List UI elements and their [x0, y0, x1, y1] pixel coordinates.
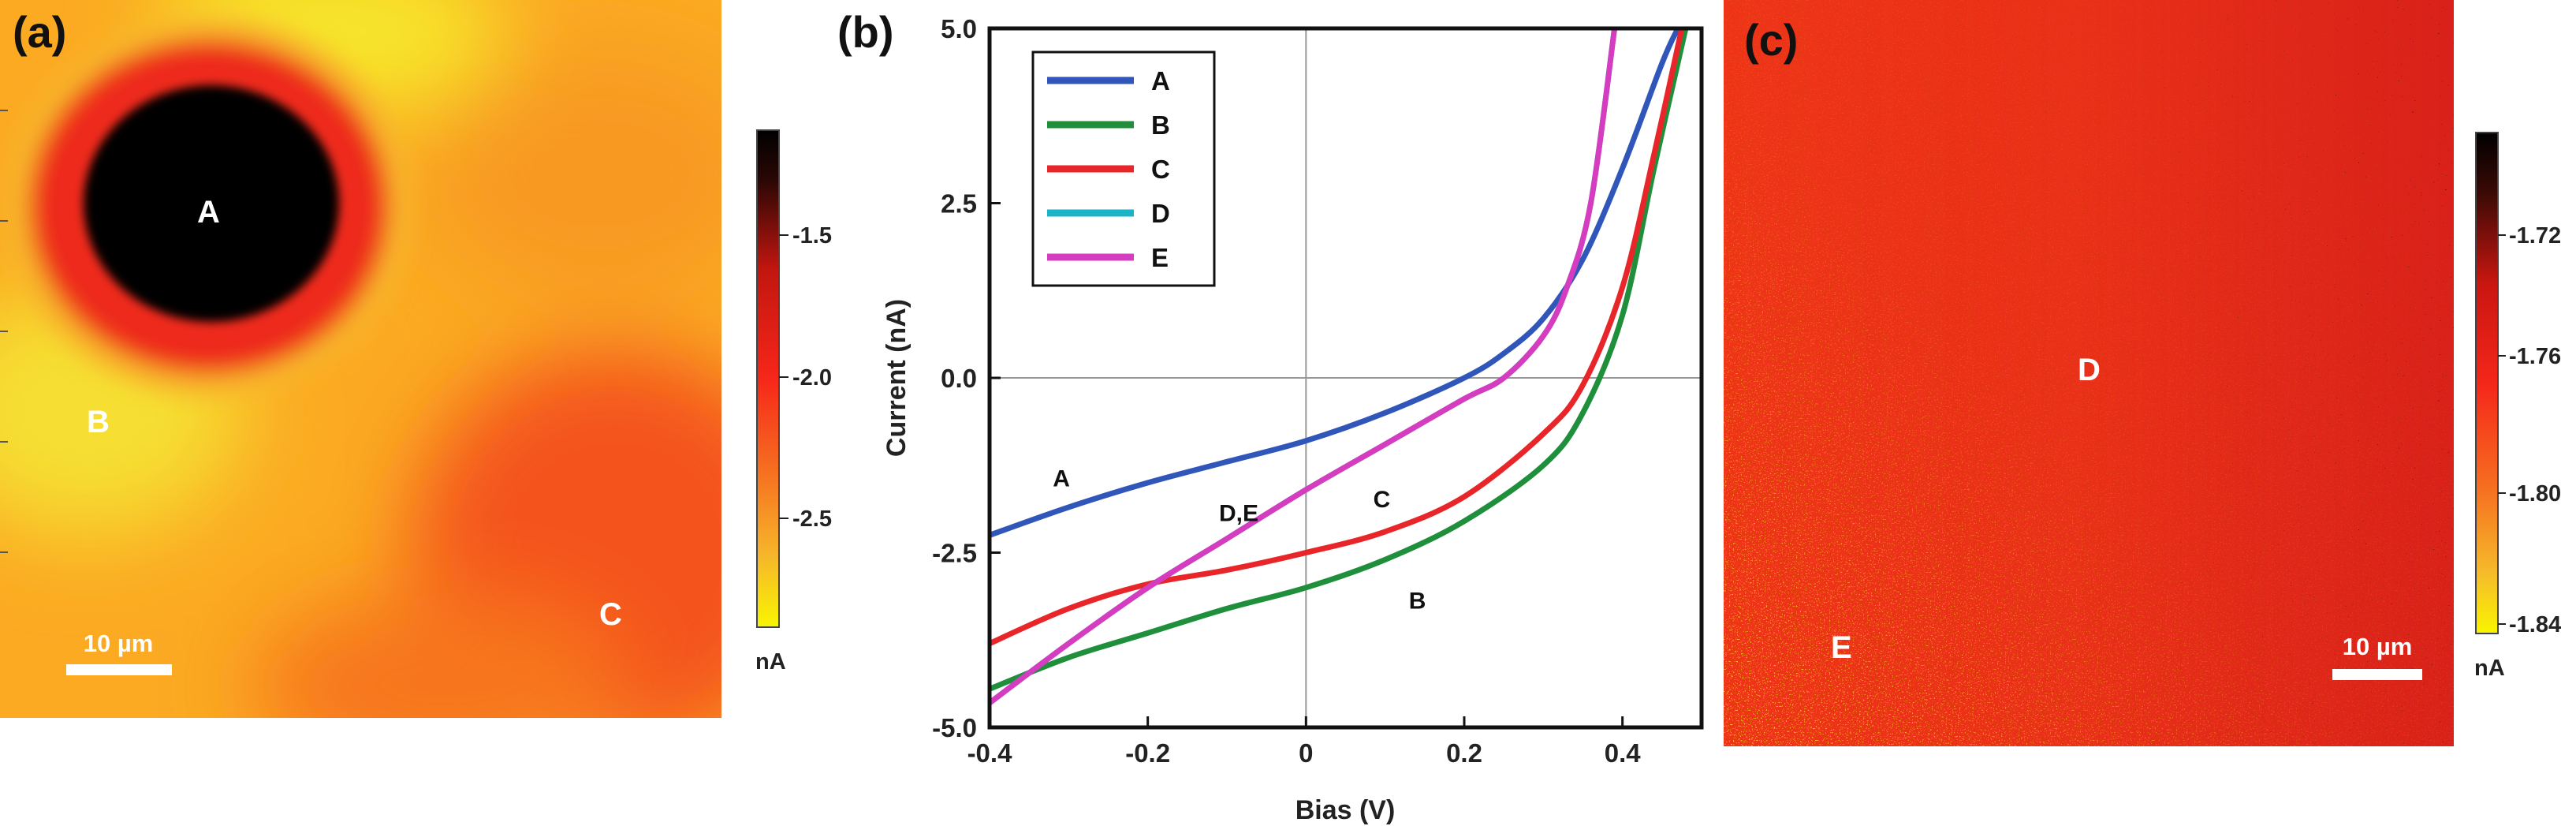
- x-tick-label: 0.2: [1446, 738, 1482, 768]
- y-tick-label: 5.0: [941, 14, 977, 43]
- panel-b-x-axis-title: Bias (V): [1295, 795, 1396, 825]
- panel-a-colorbar: -1.5 -2.0 -2.5 nA: [755, 129, 832, 675]
- panel-a-colorbar-unit: nA: [755, 649, 786, 675]
- panel-a-colorbar-tick: -1.5: [792, 223, 832, 249]
- point-d-label: D: [2078, 353, 2101, 387]
- legend-label-e: E: [1151, 243, 1169, 272]
- panel-c-colorbar-tick: -1.80: [2509, 481, 2561, 506]
- panel-a-colorbar-tick: -2.5: [792, 506, 832, 532]
- panel-c-colorbar-unit: nA: [2474, 656, 2505, 681]
- panel-a-colorbar-tick: -2.0: [792, 365, 832, 391]
- panel-c-label: (c): [1744, 15, 1798, 65]
- x-tick-label: -0.2: [1125, 738, 1170, 768]
- panel-c-colorbar: -1.72 -1.76 -1.80 -1.84 nA: [2474, 132, 2561, 681]
- x-tick-label: 0: [1299, 738, 1313, 768]
- y-tick-label: -2.5: [932, 539, 977, 568]
- y-tick-label: 2.5: [941, 189, 977, 219]
- legend-label-d: D: [1151, 199, 1170, 228]
- panel-c-heatmap: (c) D E 10 µm: [1724, 0, 2454, 746]
- panel-a-frame-ticks: [0, 110, 8, 553]
- point-c-label: C: [599, 597, 622, 632]
- panel-b-y-axis-title: Current (nA): [882, 299, 911, 457]
- panel-a-scalebar: [66, 664, 172, 675]
- panel-a-label: (a): [13, 7, 66, 57]
- x-tick-label: -0.4: [967, 738, 1013, 768]
- panel-a-scalebar-label: 10 µm: [84, 630, 154, 657]
- legend-label-c: C: [1151, 155, 1170, 184]
- panel-a-colorbar-gradient: [756, 129, 780, 628]
- panel-b-label: (b): [837, 7, 894, 57]
- y-tick-label: -5.0: [932, 713, 977, 742]
- point-e-label: E: [1831, 630, 1852, 665]
- legend-label-a: A: [1151, 66, 1170, 95]
- panel-c-scalebar-label: 10 µm: [2343, 633, 2413, 660]
- point-a-label: A: [197, 195, 220, 230]
- y-tick-label: 0.0: [941, 364, 977, 393]
- curve-annotation: A: [1053, 465, 1070, 491]
- curve-annotation: D,E: [1219, 501, 1258, 527]
- curve-annotation: B: [1409, 588, 1426, 614]
- panel-c-scalebar: [2332, 669, 2422, 680]
- x-tick-label: 0.4: [1605, 738, 1642, 768]
- series-e-line: [990, 28, 1618, 706]
- series-a-line: [990, 28, 1681, 538]
- panel-b-iv-chart: (b) -0.4 -0.2 0 0.2 0.45.02.50.0-2.5-5.0 ABC…: [837, 7, 1704, 825]
- series-c-line: [990, 28, 1685, 647]
- point-b-label: B: [87, 405, 110, 439]
- panel-c-colorbar-tick: -1.76: [2509, 344, 2561, 369]
- series-b-line: [990, 28, 1689, 692]
- panel-c-colorbar-gradient: [2475, 132, 2499, 634]
- panel-c-colorbar-tick: -1.72: [2509, 223, 2561, 249]
- panel-c-colorbar-tick: -1.84: [2509, 612, 2561, 637]
- curve-annotation: C: [1374, 487, 1391, 513]
- legend-label-b: B: [1151, 110, 1170, 140]
- panel-a-heatmap: (a) A B C 10 µm: [0, 0, 721, 718]
- panel-b-zero-lines: [990, 28, 1702, 727]
